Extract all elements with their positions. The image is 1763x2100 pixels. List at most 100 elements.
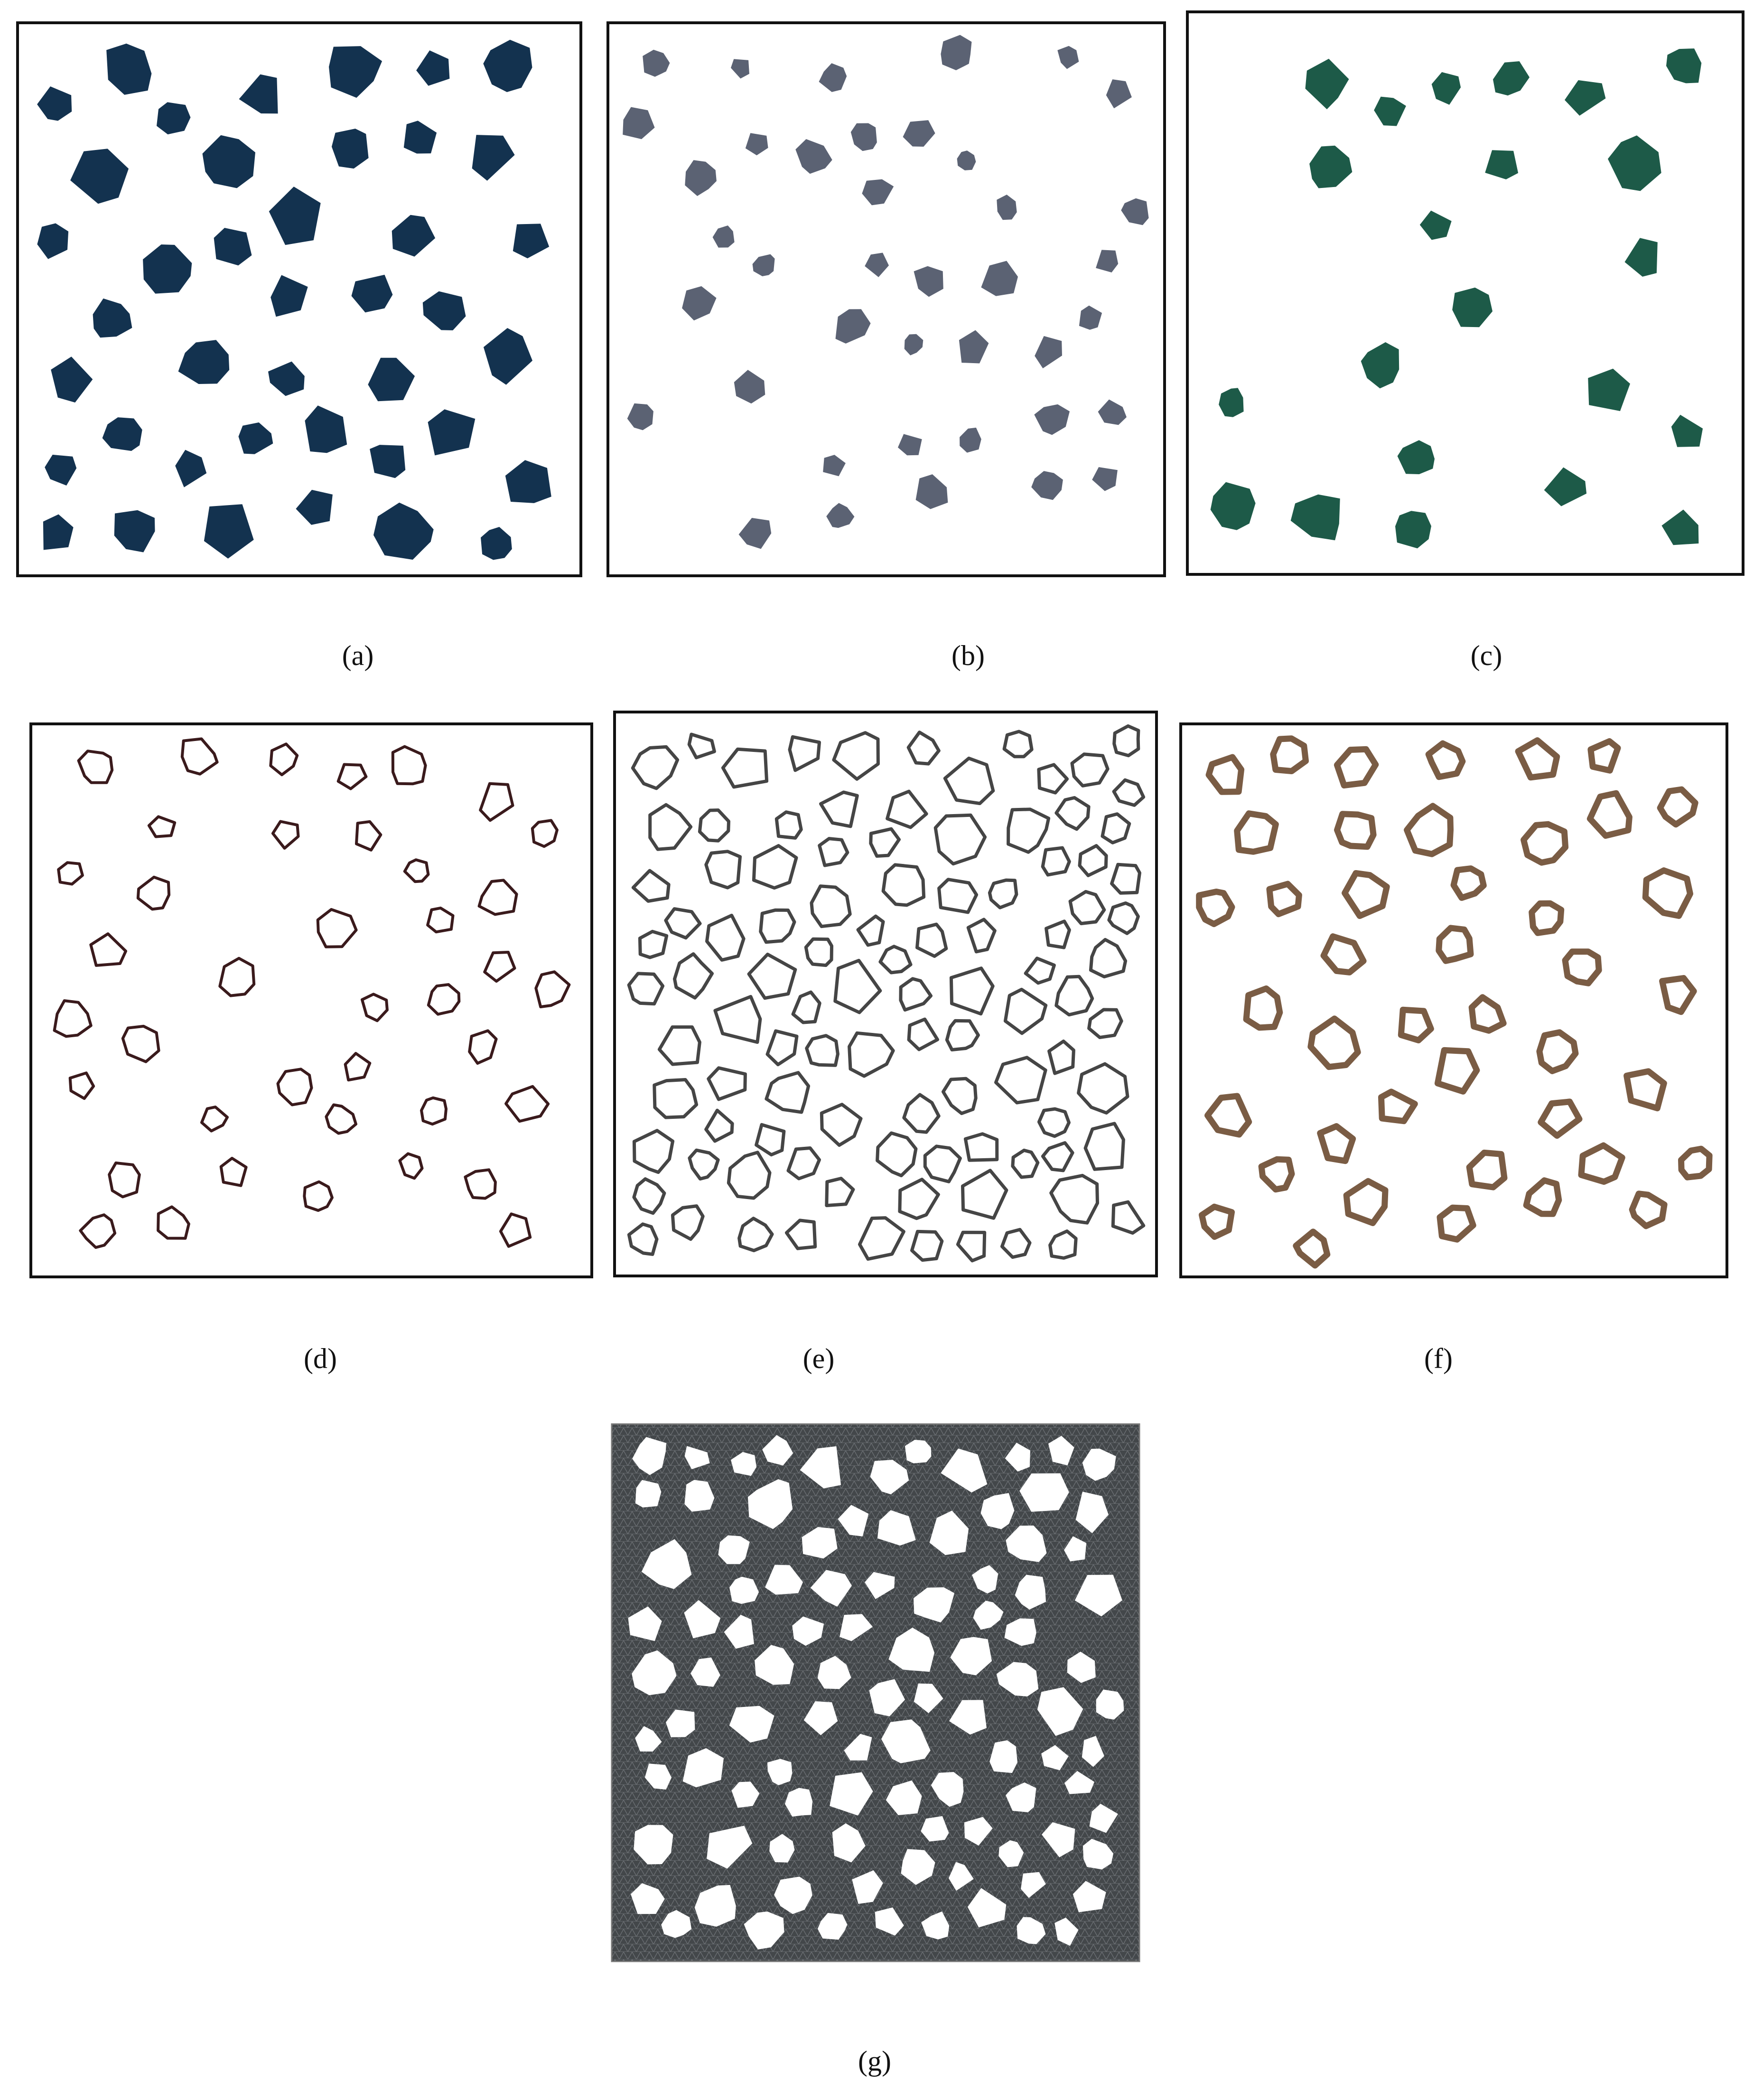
aggregate	[755, 1645, 794, 1685]
aggregate	[948, 1862, 974, 1891]
aggregate	[634, 1825, 673, 1865]
aggregate	[830, 1772, 873, 1816]
aggregate	[648, 803, 693, 851]
aggregate	[791, 990, 821, 1024]
aggregate	[707, 1066, 747, 1101]
aggregate	[43, 514, 74, 550]
aggregate	[931, 1772, 964, 1807]
aggregate	[964, 1817, 993, 1846]
aggregate	[1536, 1029, 1579, 1074]
aggregate	[1562, 948, 1602, 986]
aggregate	[1121, 198, 1149, 225]
aggregate	[684, 1446, 710, 1470]
aggregate	[981, 261, 1018, 296]
aggregate	[784, 1219, 817, 1250]
aggregate	[707, 1826, 753, 1869]
aggregate	[852, 1870, 883, 1904]
panel-label: (a)	[342, 640, 374, 671]
aggregate	[682, 1748, 724, 1788]
aggregate	[631, 1883, 665, 1914]
aggregate	[1096, 1689, 1124, 1720]
aggregate	[1624, 238, 1658, 277]
aggregate	[1048, 1435, 1074, 1466]
aggregate	[303, 1180, 334, 1212]
aggregate	[57, 861, 84, 886]
aggregate	[937, 878, 979, 914]
aggregate	[1320, 933, 1367, 975]
aggregate	[77, 750, 114, 784]
aggregate	[765, 1029, 799, 1067]
aggregate	[1107, 901, 1140, 935]
aggregate	[403, 858, 430, 883]
aggregate	[355, 820, 382, 852]
aggregate	[817, 1656, 851, 1689]
aggregate	[269, 742, 299, 777]
aggregate	[755, 1123, 786, 1157]
aggregate	[481, 527, 512, 560]
aggregate	[899, 977, 933, 1012]
aggregate	[1037, 763, 1069, 795]
aggregate	[1070, 752, 1110, 788]
aggregate	[336, 763, 368, 790]
aggregate	[121, 1024, 160, 1063]
aggregate	[635, 1480, 662, 1508]
aggregate	[1004, 1618, 1036, 1646]
aggregate	[644, 1763, 672, 1790]
panel: (b)	[606, 21, 1166, 671]
aggregate	[1437, 1204, 1476, 1243]
panel: (c)	[1186, 10, 1744, 671]
aggregate	[905, 1440, 932, 1463]
aggregate	[1112, 778, 1146, 807]
aggregate	[1011, 1148, 1040, 1179]
aggregate	[325, 1103, 357, 1135]
aggregate	[219, 1157, 248, 1187]
aggregate	[902, 1093, 941, 1134]
aggregate	[673, 952, 714, 1000]
aggregate	[767, 1759, 793, 1785]
panel: (e)	[613, 711, 1158, 1374]
aggregate	[769, 1834, 795, 1863]
aggregate	[819, 790, 859, 828]
aggregate	[802, 1527, 838, 1559]
panel-label: (b)	[951, 640, 985, 671]
aggregate	[180, 737, 219, 776]
aggregate	[704, 1108, 734, 1143]
aggregate	[361, 993, 389, 1022]
aggregate	[403, 121, 437, 154]
aggregate	[1334, 811, 1377, 850]
aggregate	[731, 1781, 760, 1808]
aggregate	[1073, 1881, 1106, 1912]
aggregate	[1436, 925, 1474, 964]
aggregate	[329, 46, 382, 98]
aggregate	[427, 983, 461, 1016]
aggregate	[1111, 1200, 1146, 1235]
aggregate	[941, 35, 972, 70]
aggregate	[835, 309, 871, 344]
aggregate	[1587, 738, 1621, 774]
aggregate	[1082, 1735, 1104, 1767]
aggregate	[903, 120, 935, 147]
aggregate	[921, 1816, 949, 1842]
aggregate	[910, 1229, 944, 1262]
aggregate	[643, 49, 670, 77]
aggregate	[1068, 890, 1106, 926]
aggregate	[638, 929, 669, 959]
aggregate	[1419, 210, 1452, 240]
aggregate	[483, 951, 516, 983]
aggregate	[1493, 61, 1530, 96]
aggregate	[331, 129, 369, 169]
aggregate	[178, 340, 230, 384]
aggregate	[752, 844, 798, 890]
aggregate	[276, 1068, 313, 1106]
aggregate	[316, 908, 358, 948]
aggregate	[945, 1019, 980, 1051]
aggregate	[712, 225, 735, 248]
aggregate	[1515, 737, 1560, 781]
aggregate	[745, 133, 768, 156]
aggregate	[998, 1840, 1024, 1867]
aggregate	[1317, 1123, 1356, 1164]
aggregate	[832, 1823, 866, 1863]
aggregate	[989, 1740, 1017, 1773]
aggregate	[1021, 1872, 1046, 1898]
